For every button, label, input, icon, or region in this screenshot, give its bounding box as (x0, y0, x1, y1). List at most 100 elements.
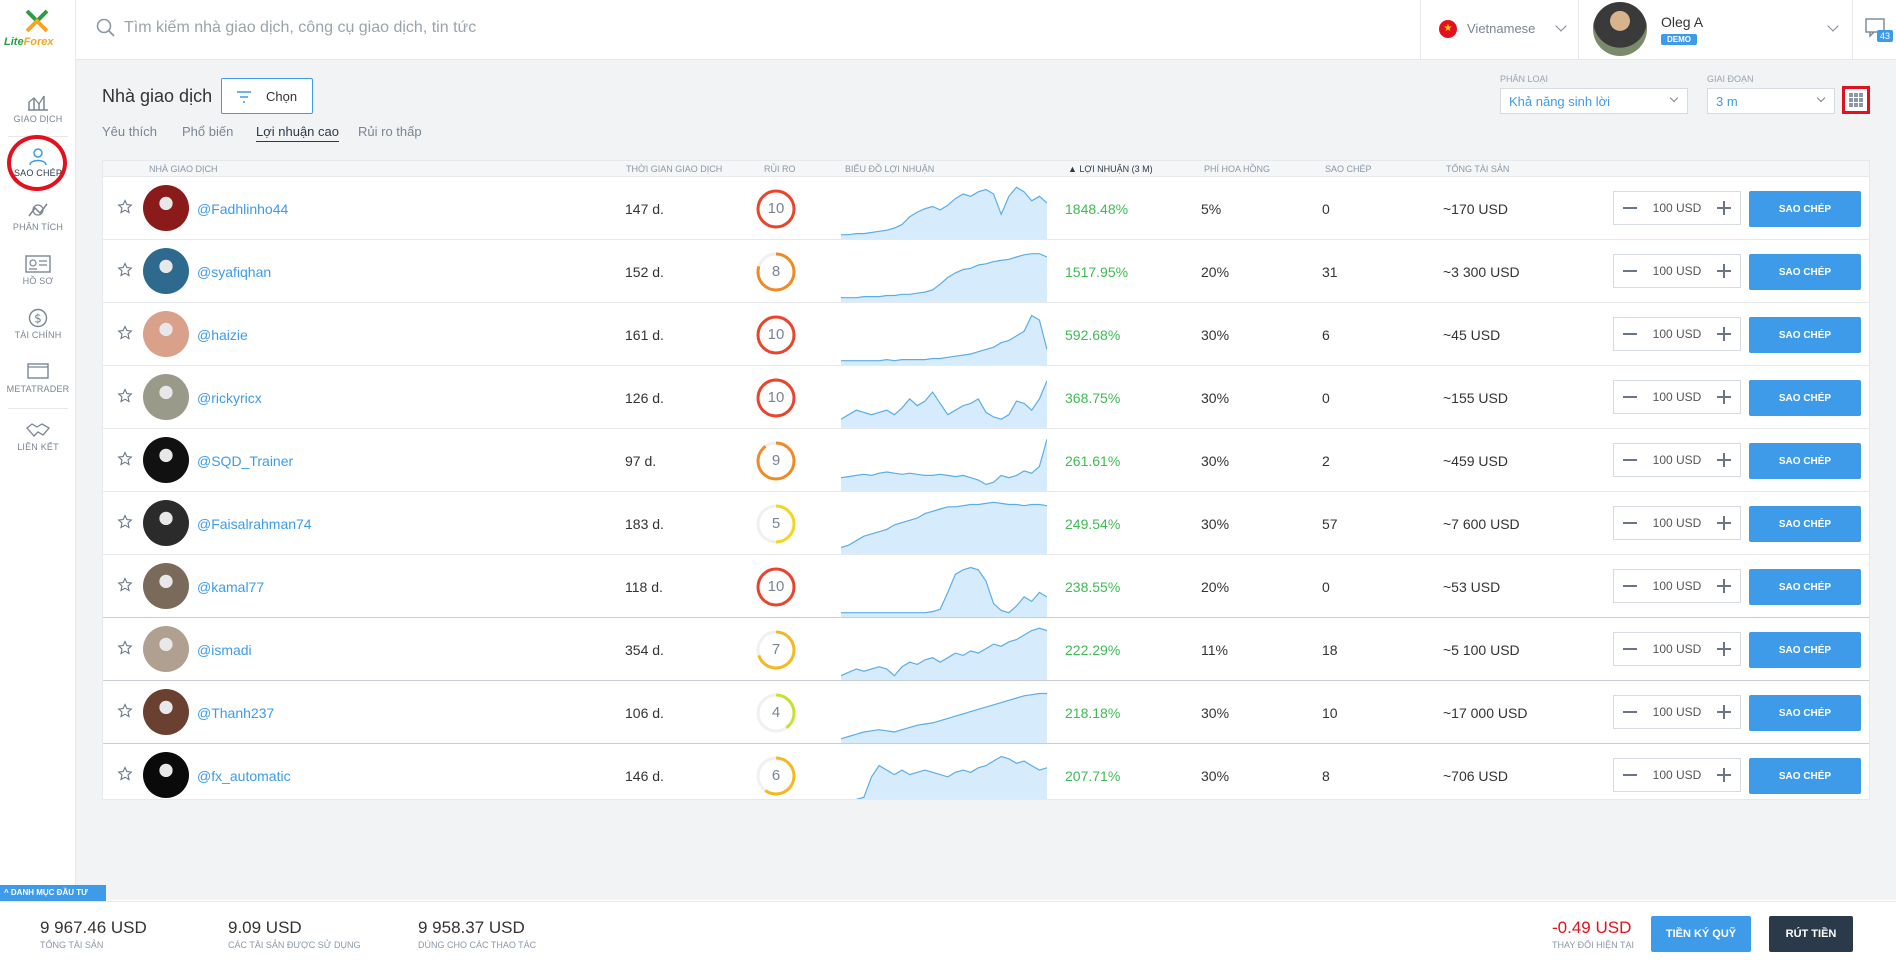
logo[interactable]: LiteForex (0, 0, 76, 60)
amount-input[interactable] (1646, 444, 1708, 476)
user-menu[interactable]: Oleg A DEMO (1578, 0, 1852, 60)
period-select[interactable]: 3 m (1707, 88, 1835, 114)
choose-filter-button[interactable]: Chọn (221, 78, 313, 114)
minus-icon[interactable] (1614, 381, 1646, 413)
amount-input[interactable] (1646, 255, 1708, 287)
avatar[interactable] (143, 185, 189, 231)
column-header-fee[interactable]: PHÍ HOA HỒNG (1204, 164, 1271, 174)
tab-favorites[interactable]: Yêu thích (102, 124, 157, 139)
favorite-star-icon[interactable] (117, 199, 133, 215)
minus-icon[interactable] (1614, 255, 1646, 287)
language-selector[interactable]: ★ Vietnamese (1420, 0, 1578, 60)
minus-icon[interactable] (1614, 696, 1646, 728)
amount-input[interactable] (1646, 570, 1708, 602)
favorite-star-icon[interactable] (117, 451, 133, 467)
trader-name-link[interactable]: @syafiqhan (197, 264, 272, 280)
avatar[interactable] (143, 248, 189, 294)
trader-name-link[interactable]: @Faisalrahman74 (197, 516, 312, 532)
nav-item-analysis[interactable]: PHÂN TÍCH (0, 194, 76, 244)
amount-input[interactable] (1646, 507, 1708, 539)
trader-name-link[interactable]: @ismadi (197, 642, 252, 658)
favorite-star-icon[interactable] (117, 262, 133, 278)
amount-input[interactable] (1646, 633, 1708, 665)
search-input[interactable] (124, 12, 1224, 44)
nav-item-profile[interactable]: HỒ SƠ (0, 248, 76, 298)
grid-view-toggle[interactable] (1842, 86, 1870, 114)
nav-item-metatrader[interactable]: METATRADER (0, 356, 76, 406)
column-header-trader[interactable]: NHÀ GIAO DỊCH (149, 164, 218, 174)
tab-low-risk[interactable]: Rủi ro thấp (358, 124, 422, 139)
column-header-assets[interactable]: TỔNG TÀI SẢN (1446, 164, 1510, 174)
minus-icon[interactable] (1614, 444, 1646, 476)
column-header-profit[interactable]: ▲ LỢI NHUẬN (3 M) (1068, 164, 1153, 174)
category-select[interactable]: Khả năng sinh lời (1500, 88, 1688, 114)
deposit-button[interactable]: TIỀN KÝ QUỸ (1651, 916, 1751, 952)
column-header-risk[interactable]: RỦI RO (764, 164, 796, 174)
tab-popular[interactable]: Phổ biến (182, 124, 234, 139)
copy-trader-button[interactable]: SAO CHÉP (1749, 632, 1861, 668)
plus-icon[interactable] (1708, 570, 1740, 602)
amount-input[interactable] (1646, 696, 1708, 728)
favorite-star-icon[interactable] (117, 577, 133, 593)
plus-icon[interactable] (1708, 633, 1740, 665)
nav-item-trading[interactable]: GIAO DỊCH (0, 86, 76, 136)
copy-trader-button[interactable]: SAO CHÉP (1749, 191, 1861, 227)
withdraw-button[interactable]: RÚT TIỀN (1769, 916, 1853, 952)
nav-item-partners[interactable]: LIÊN KẾT (0, 414, 76, 464)
minus-icon[interactable] (1614, 633, 1646, 665)
nav-item-finance[interactable]: $ TÀI CHÍNH (0, 302, 76, 352)
minus-icon[interactable] (1614, 759, 1646, 791)
avatar[interactable] (143, 437, 189, 483)
minus-icon[interactable] (1614, 507, 1646, 539)
minus-icon[interactable] (1614, 570, 1646, 602)
favorite-star-icon[interactable] (117, 703, 133, 719)
avatar[interactable] (143, 752, 189, 798)
trader-name-link[interactable]: @Thanh237 (197, 705, 275, 721)
trader-name-link[interactable]: @rickyricx (197, 390, 262, 406)
plus-icon[interactable] (1708, 696, 1740, 728)
copy-trader-button[interactable]: SAO CHÉP (1749, 380, 1861, 416)
plus-icon[interactable] (1708, 759, 1740, 791)
amount-input[interactable] (1646, 759, 1708, 791)
avatar[interactable] (143, 311, 189, 357)
plus-icon[interactable] (1708, 255, 1740, 287)
trader-name-link[interactable]: @Fadhlinho44 (197, 201, 289, 217)
copy-trader-button[interactable]: SAO CHÉP (1749, 695, 1861, 731)
avatar[interactable] (143, 626, 189, 672)
copy-trader-button[interactable]: SAO CHÉP (1749, 506, 1861, 542)
trader-name-link[interactable]: @kamal77 (197, 579, 265, 595)
plus-icon[interactable] (1708, 192, 1740, 224)
trader-name-link[interactable]: @fx_automatic (197, 768, 291, 784)
copy-trader-button[interactable]: SAO CHÉP (1749, 569, 1861, 605)
copy-trader-button[interactable]: SAO CHÉP (1749, 317, 1861, 353)
tab-high-profit[interactable]: Lợi nhuận cao (256, 124, 339, 142)
column-header-copies[interactable]: SAO CHÉP (1325, 164, 1372, 174)
plus-icon[interactable] (1708, 507, 1740, 539)
chevron-down-icon (1669, 93, 1679, 103)
plus-icon[interactable] (1708, 381, 1740, 413)
favorite-star-icon[interactable] (117, 325, 133, 341)
plus-icon[interactable] (1708, 318, 1740, 350)
minus-icon[interactable] (1614, 192, 1646, 224)
copy-trader-button[interactable]: SAO CHÉP (1749, 254, 1861, 290)
amount-input[interactable] (1646, 192, 1708, 224)
avatar[interactable] (143, 689, 189, 735)
trader-name-link[interactable]: @haizie (197, 327, 248, 343)
column-header-time[interactable]: THỜI GIAN GIAO DỊCH (626, 164, 723, 174)
minus-icon[interactable] (1614, 318, 1646, 350)
favorite-star-icon[interactable] (117, 514, 133, 530)
trader-name-link[interactable]: @SQD_Trainer (197, 453, 294, 469)
favorite-star-icon[interactable] (117, 766, 133, 782)
copy-trader-button[interactable]: SAO CHÉP (1749, 758, 1861, 794)
plus-icon[interactable] (1708, 444, 1740, 476)
copy-trader-button[interactable]: SAO CHÉP (1749, 443, 1861, 479)
avatar[interactable] (143, 374, 189, 420)
chat-button[interactable]: 43 (1852, 0, 1896, 60)
avatar[interactable] (143, 500, 189, 546)
avatar[interactable] (143, 563, 189, 609)
favorite-star-icon[interactable] (117, 388, 133, 404)
portfolio-tab[interactable]: ^ DANH MỤC ĐẦU TƯ (0, 885, 106, 901)
amount-input[interactable] (1646, 381, 1708, 413)
amount-input[interactable] (1646, 318, 1708, 350)
favorite-star-icon[interactable] (117, 640, 133, 656)
